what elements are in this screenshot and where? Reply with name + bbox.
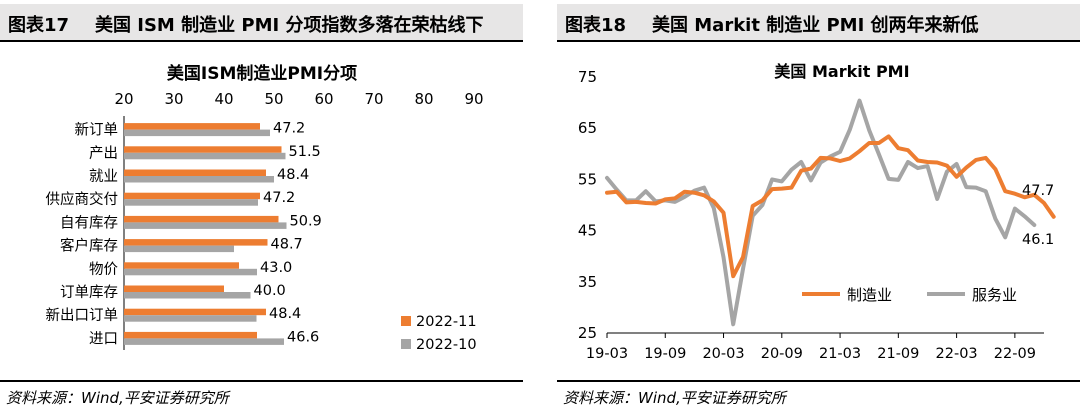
category-label: 自有库存 xyxy=(60,214,118,231)
bar-2022-11 xyxy=(124,239,268,246)
markit-panel: 图表18 美国 Markit 制造业 PMI 创两年来新低 美国 Markit … xyxy=(557,0,1080,417)
bar-2022-11 xyxy=(124,123,260,130)
ism-panel: 图表17 美国 ISM 制造业 PMI 分项指数多落在荣枯线下 美国ISM制造业… xyxy=(0,0,523,417)
bar-2022-11 xyxy=(124,308,266,316)
x-tick-label: 70 xyxy=(364,90,383,108)
category-label: 物价 xyxy=(89,261,118,278)
figure-number: 图表17 xyxy=(8,15,70,36)
bar-2022-11 xyxy=(124,331,257,339)
figure-title: 美国 Markit 制造业 PMI 创两年来新低 xyxy=(652,15,979,36)
source-note: 资料来源：Wind,平安证券研究所 xyxy=(563,389,786,407)
category-label: 新订单 xyxy=(75,122,119,139)
x-tick-label: 20 xyxy=(114,90,133,108)
figure-title: 美国 ISM 制造业 PMI 分项指数多落在荣枯线下 xyxy=(95,15,484,36)
y-tick-label: 35 xyxy=(578,273,597,291)
x-tick-label: 80 xyxy=(414,90,433,108)
x-tick-label: 19-03 xyxy=(586,346,628,362)
data-label: 51.5 xyxy=(289,144,321,160)
data-label: 47.2 xyxy=(263,190,295,206)
x-tick-label: 50 xyxy=(264,90,283,108)
bar-2022-10 xyxy=(124,292,251,299)
y-tick-label: 65 xyxy=(578,119,597,137)
category-label: 进口 xyxy=(89,330,118,347)
end-label-manufacturing: 47.7 xyxy=(1022,183,1054,199)
legend-label: 服务业 xyxy=(972,286,1017,304)
data-label: 48.4 xyxy=(269,306,301,322)
y-tick-label: 25 xyxy=(578,324,597,342)
x-tick-label: 40 xyxy=(214,90,233,108)
data-label: 50.9 xyxy=(290,213,322,229)
legend-swatch xyxy=(401,316,411,326)
category-label: 产出 xyxy=(89,145,118,162)
x-tick-label: 60 xyxy=(314,90,333,108)
markit-line-chart: 美国 Markit PMI 25 35 45 55 65 75 19-03 19-09 20-03… xyxy=(578,62,1056,362)
legend-label: 制造业 xyxy=(847,286,892,304)
data-label: 40.0 xyxy=(254,283,286,299)
x-tick-label: 20-09 xyxy=(761,346,803,362)
data-label: 47.2 xyxy=(273,121,305,137)
x-tick-label: 20-03 xyxy=(702,346,744,362)
figure-footer: 资料来源：Wind,平安证券研究所 xyxy=(0,380,523,414)
bar-2022-10 xyxy=(124,199,258,206)
bar-2022-10 xyxy=(124,152,286,160)
source-note: 资料来源：Wind,平安证券研究所 xyxy=(6,389,229,407)
legend-label: 2022-10 xyxy=(416,337,477,353)
ism-bar-chart: 美国ISM制造业PMI分项 20 30 40 50 60 70 80 90 新订单 47.2 产出 51… xyxy=(46,63,484,353)
bar-2022-11 xyxy=(124,169,266,176)
bar-2022-10 xyxy=(124,268,257,276)
bar-2022-11 xyxy=(124,192,260,200)
manufacturing-line xyxy=(605,134,1056,279)
bar-2022-10 xyxy=(124,129,270,137)
bar-2022-11 xyxy=(124,146,282,153)
category-label: 客户库存 xyxy=(60,238,118,255)
x-tick-label: 21-03 xyxy=(819,346,861,362)
figure-header: 图表18 美国 Markit 制造业 PMI 创两年来新低 xyxy=(557,4,1080,42)
figure-header: 图表17 美国 ISM 制造业 PMI 分项指数多落在荣枯线下 xyxy=(0,4,523,42)
bar-2022-10 xyxy=(124,176,274,183)
services-line xyxy=(605,98,1037,327)
chart-title: 美国 Markit PMI xyxy=(774,62,909,81)
x-tick-label: 22-03 xyxy=(936,346,978,362)
data-label: 43.0 xyxy=(260,260,292,276)
x-tick-label: 19-09 xyxy=(644,346,686,362)
data-label: 48.4 xyxy=(277,167,309,183)
x-tick-label: 22-09 xyxy=(994,346,1036,362)
bar-2022-10 xyxy=(124,222,287,229)
y-tick-label: 45 xyxy=(578,222,597,240)
bar-2022-10 xyxy=(124,338,284,345)
category-label: 订单库存 xyxy=(60,284,118,301)
bar-2022-11 xyxy=(124,262,239,269)
category-label: 新出口订单 xyxy=(46,307,119,324)
figure-footer: 资料来源：Wind,平安证券研究所 xyxy=(557,380,1080,414)
figure-number: 图表18 xyxy=(565,15,627,36)
bar-2022-10 xyxy=(124,315,257,322)
y-tick-label: 75 xyxy=(578,68,597,86)
x-tick-label: 21-09 xyxy=(877,346,919,362)
legend-swatch xyxy=(401,339,411,349)
x-tick-label: 90 xyxy=(464,90,483,108)
category-label: 供应商交付 xyxy=(46,190,119,208)
bar-2022-10 xyxy=(124,245,234,253)
end-label-services: 46.1 xyxy=(1022,232,1054,248)
bar-2022-11 xyxy=(124,215,279,223)
data-label: 46.6 xyxy=(287,329,319,345)
bar-2022-11 xyxy=(124,285,224,292)
chart-title: 美国ISM制造业PMI分项 xyxy=(167,63,357,84)
data-label: 48.7 xyxy=(271,237,303,253)
y-tick-label: 55 xyxy=(578,170,597,188)
category-label: 就业 xyxy=(89,168,118,185)
legend-label: 2022-11 xyxy=(416,314,477,330)
x-tick-label: 30 xyxy=(164,90,183,108)
